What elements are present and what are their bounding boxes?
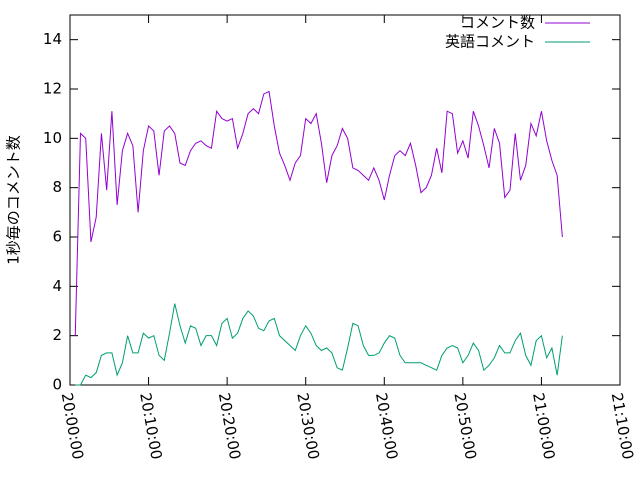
plot-frame — [69, 14, 621, 386]
y-tick-label: 12 — [43, 80, 62, 98]
x-tick-label: 20:30:00 — [293, 391, 322, 460]
x-tick-label: 20:20:00 — [215, 391, 244, 460]
x-tick-label: 20:00:00 — [58, 391, 87, 460]
x-tick-label: 21:00:00 — [529, 391, 558, 460]
x-tick-label: 21:10:00 — [608, 391, 637, 460]
legend-label: コメント数 — [460, 14, 535, 32]
y-tick-label: 10 — [43, 129, 62, 147]
x-tick-label: 20:10:00 — [136, 391, 165, 460]
y-tick-label: 2 — [52, 326, 62, 344]
y-tick-label: 8 — [52, 178, 62, 196]
series-line — [75, 303, 563, 386]
y-tick-label: 4 — [52, 277, 62, 295]
y-tick-label: 6 — [52, 228, 62, 246]
series-line — [74, 90, 563, 336]
y-axis-label: 1秒毎のコメント数 — [5, 135, 23, 265]
legend-label: 英語コメント — [445, 33, 535, 51]
x-tick-label: 20:40:00 — [372, 391, 401, 460]
y-tick-label: 0 — [52, 376, 62, 394]
y-tick-label: 14 — [43, 30, 62, 48]
x-tick-label: 20:50:00 — [450, 391, 479, 460]
